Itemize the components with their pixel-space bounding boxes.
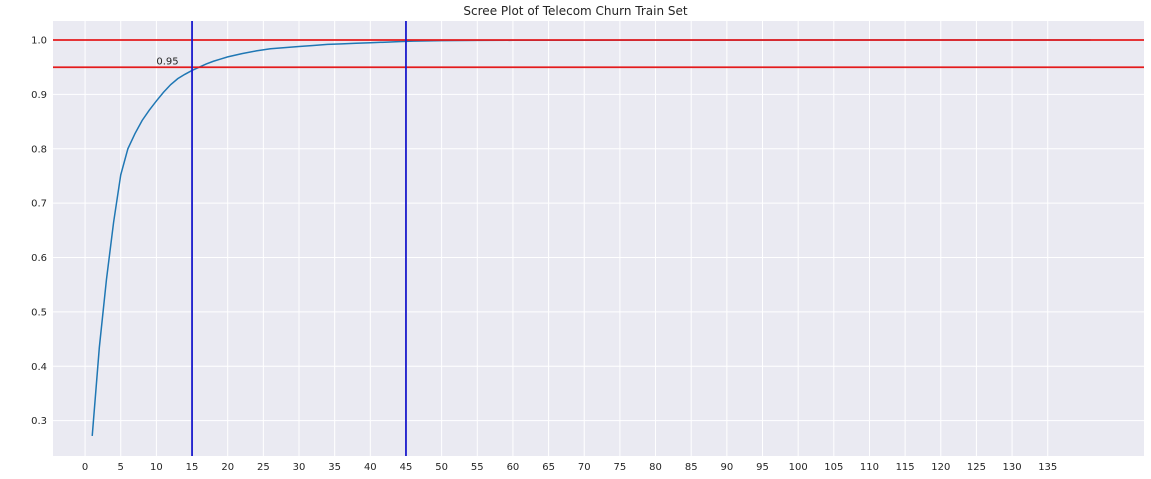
x-tick-label: 65 [542, 462, 555, 473]
x-tick-label: 90 [720, 462, 733, 473]
x-tick-label: 45 [400, 462, 413, 473]
x-tick-label: 100 [789, 462, 808, 473]
y-tick-label: 0.4 [31, 362, 47, 373]
x-tick-label: 70 [578, 462, 591, 473]
x-tick-label: 60 [507, 462, 520, 473]
x-tick-label: 10 [150, 462, 163, 473]
annotation-label: 0.95 [156, 57, 178, 68]
x-axis-ticks: 0 5 10 15 20 25 30 35 40 45 50 55 60 65 70 75 80 85 90 95 10… [82, 462, 1057, 473]
x-tick-label: 55 [471, 462, 484, 473]
x-tick-label: 30 [293, 462, 306, 473]
grid-lines [53, 21, 1144, 456]
y-axis-ticks: 0.3 0.4 0.5 0.6 0.7 0.8 0.9 1.0 [31, 36, 47, 428]
x-tick-label: 0 [82, 462, 88, 473]
x-tick-label: 95 [756, 462, 769, 473]
y-tick-label: 1.0 [31, 36, 47, 47]
x-tick-label: 5 [118, 462, 124, 473]
x-tick-label: 115 [896, 462, 915, 473]
x-tick-label: 130 [1003, 462, 1022, 473]
y-tick-label: 0.7 [31, 199, 47, 210]
x-tick-label: 15 [186, 462, 199, 473]
y-tick-label: 0.9 [31, 90, 47, 101]
x-tick-label: 25 [257, 462, 270, 473]
x-tick-label: 80 [649, 462, 662, 473]
y-tick-label: 0.8 [31, 144, 47, 155]
plot-area [53, 21, 1144, 456]
x-tick-label: 85 [685, 462, 698, 473]
x-tick-label: 110 [860, 462, 879, 473]
reference-lines [53, 21, 1144, 456]
x-tick-label: 125 [967, 462, 986, 473]
chart-title: Scree Plot of Telecom Churn Train Set [463, 4, 687, 18]
x-tick-label: 120 [931, 462, 950, 473]
x-tick-label: 35 [328, 462, 341, 473]
x-tick-label: 50 [435, 462, 448, 473]
annotations: 0.95 [156, 57, 178, 68]
y-tick-label: 0.5 [31, 307, 47, 318]
y-tick-label: 0.3 [31, 416, 47, 427]
x-tick-label: 135 [1038, 462, 1057, 473]
x-tick-label: 75 [614, 462, 627, 473]
x-tick-label: 105 [824, 462, 843, 473]
x-tick-label: 20 [221, 462, 234, 473]
x-tick-label: 40 [364, 462, 377, 473]
y-tick-label: 0.6 [31, 253, 47, 264]
